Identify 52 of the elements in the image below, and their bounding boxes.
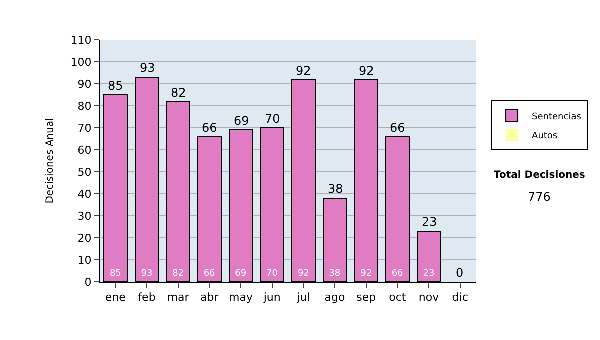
data-label: 92: [298, 269, 310, 279]
data-label: 38: [329, 269, 341, 279]
total-label: 92: [296, 64, 312, 78]
y-tick-label: 10: [78, 254, 92, 267]
legend-label: Autos: [532, 132, 558, 142]
y-tick-label: 90: [78, 78, 92, 91]
text: 776: [528, 190, 551, 204]
y-tick-label: 110: [70, 34, 92, 47]
legend-label: Sentencias: [532, 112, 582, 123]
y-tick-label: 40: [78, 188, 92, 201]
x-tick-label: ene: [105, 291, 126, 304]
y-tick-label: 0: [84, 276, 92, 289]
x-tick-label: sep: [356, 291, 376, 304]
total-label: 85: [108, 79, 124, 93]
x-tick-label: nov: [418, 291, 440, 304]
x-tick-label: jul: [296, 291, 310, 304]
text: Total Decisiones: [494, 170, 586, 181]
total-label: 66: [390, 121, 406, 135]
data-label: 93: [141, 269, 153, 279]
data-label: 23: [423, 269, 435, 279]
y-tick-label: 20: [78, 232, 92, 245]
data-label: 66: [392, 269, 404, 279]
x-tick-label: abr: [200, 291, 220, 304]
y-tick-label: 70: [78, 122, 92, 135]
data-label: 85: [110, 269, 122, 279]
total-label: 70: [265, 112, 280, 126]
total-label: 92: [359, 64, 374, 78]
data-label: 82: [172, 269, 184, 279]
total-label: 23: [422, 215, 438, 229]
y-tick-label: 100: [70, 56, 92, 69]
y-tick-label: 50: [78, 166, 92, 179]
x-tick-label: mar: [167, 291, 190, 304]
data-label: 70: [266, 269, 278, 279]
x-tick-label: jun: [262, 291, 281, 304]
data-label: 69: [235, 269, 247, 279]
total-label: 69: [234, 114, 250, 128]
y-tick-label: 60: [78, 144, 92, 157]
y-axis-title: Decisiones Anual: [44, 118, 56, 204]
data-label: 66: [204, 269, 216, 279]
x-tick-label: oct: [389, 291, 407, 304]
y-tick-label: 30: [78, 210, 92, 223]
x-tick-label: ago: [324, 291, 346, 304]
total-label: 38: [328, 182, 344, 196]
x-tick-label: dic: [452, 291, 468, 304]
data-label: 92: [360, 269, 372, 279]
total-label: 66: [202, 121, 218, 135]
x-tick-label: may: [229, 291, 254, 304]
y-tick-label: 80: [78, 100, 92, 113]
x-tick-label: feb: [138, 291, 156, 304]
total-label: 82: [171, 86, 186, 100]
total-label: 0: [456, 266, 464, 280]
total-label: 93: [140, 61, 156, 75]
